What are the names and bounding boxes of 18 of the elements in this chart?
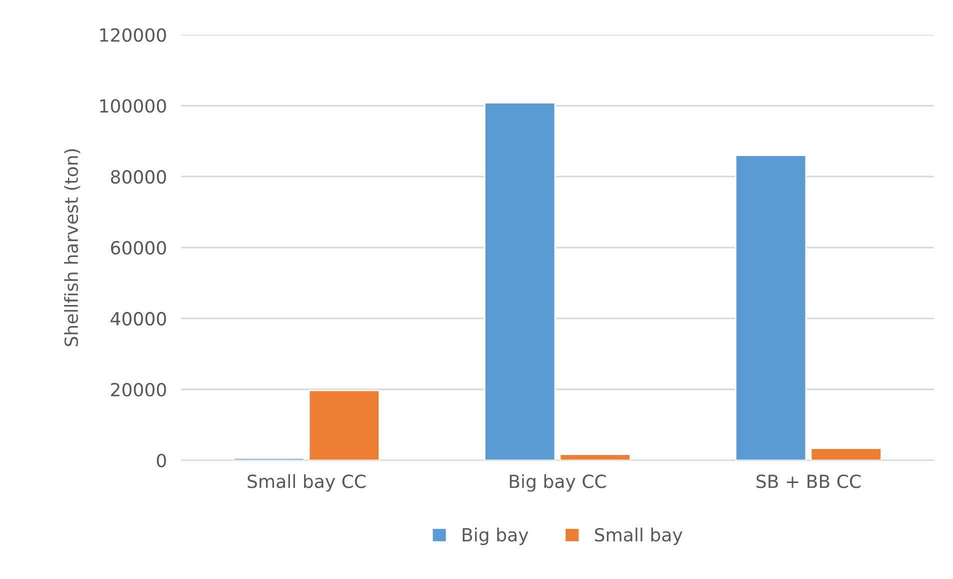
bar <box>308 390 380 460</box>
legend-label: Small bay <box>595 528 682 546</box>
legend-label: Big bay <box>462 528 528 546</box>
y-tick-label: 120000 <box>100 28 166 42</box>
bar <box>559 454 631 460</box>
y-tick-label: 100000 <box>100 99 166 113</box>
y-tick-label: 0 <box>156 454 166 468</box>
x-tick-label: SB + BB CC <box>756 474 861 488</box>
bar <box>810 448 882 460</box>
y-tick-label: 20000 <box>111 382 166 396</box>
y-tick-label: 40000 <box>110 312 166 326</box>
y-tick-label: 80000 <box>110 170 166 184</box>
bar <box>734 154 807 460</box>
x-tick-label: Big bay CC <box>510 474 606 492</box>
bar <box>484 102 556 460</box>
y-tick-label: 60000 <box>111 240 166 255</box>
x-tick-label: Small bay CC <box>248 474 366 492</box>
y-axis-title: Shellfish harvest (ton) <box>64 149 80 346</box>
